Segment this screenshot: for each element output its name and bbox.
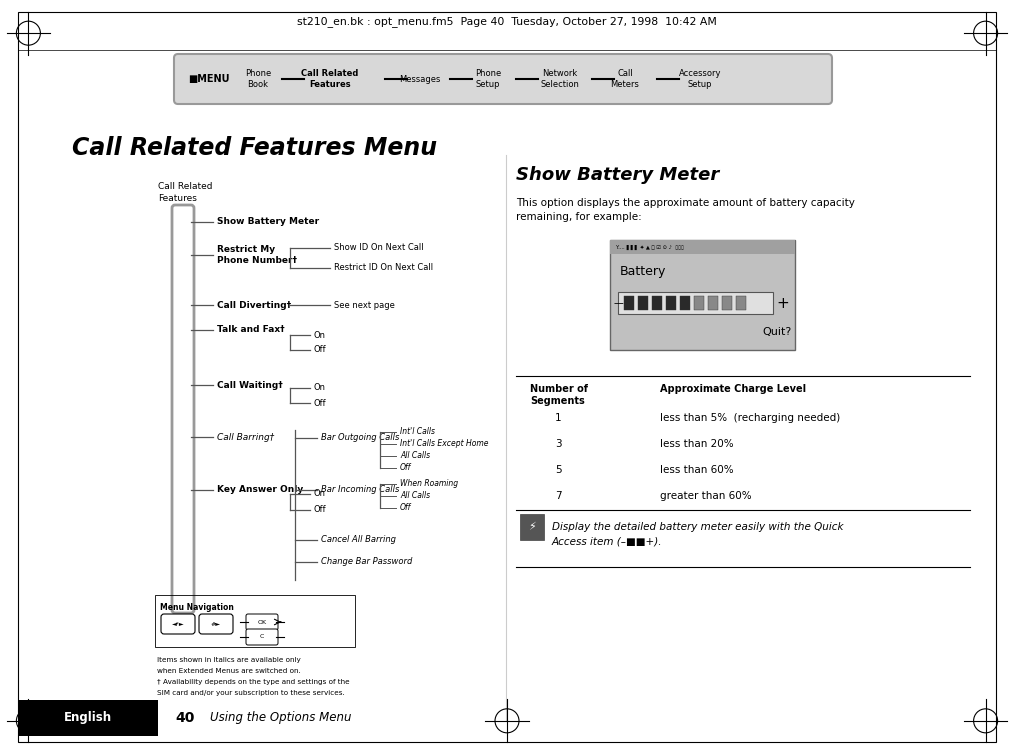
Text: Accessory
Setup: Accessory Setup <box>678 69 721 89</box>
Text: 3: 3 <box>555 439 562 449</box>
Text: less than 20%: less than 20% <box>660 439 733 449</box>
Text: Call Related
Features: Call Related Features <box>301 69 359 89</box>
FancyBboxPatch shape <box>246 614 278 630</box>
Text: All Calls: All Calls <box>400 452 430 461</box>
Text: Quit?: Quit? <box>763 327 792 337</box>
Text: See next page: See next page <box>334 301 394 309</box>
FancyBboxPatch shape <box>161 614 195 634</box>
Bar <box>610 240 795 254</box>
Text: Network
Selection: Network Selection <box>540 69 579 89</box>
Text: +: + <box>777 296 789 311</box>
Text: Bar Incoming Calls: Bar Incoming Calls <box>321 486 400 495</box>
Bar <box>736 296 746 310</box>
Text: Change Bar Password: Change Bar Password <box>321 557 413 566</box>
Text: Items shown in Italics are available only: Items shown in Italics are available onl… <box>157 657 301 663</box>
Text: Display the detailed battery meter easily with the Quick
Access item (–■■+).: Display the detailed battery meter easil… <box>552 522 844 546</box>
Text: Show Battery Meter: Show Battery Meter <box>217 217 319 226</box>
Text: On: On <box>314 384 325 393</box>
Bar <box>520 514 544 540</box>
Text: † Availability depends on the type and settings of the: † Availability depends on the type and s… <box>157 679 350 685</box>
Bar <box>708 296 718 310</box>
Text: Restrict ID On Next Call: Restrict ID On Next Call <box>334 263 433 272</box>
FancyBboxPatch shape <box>246 629 278 645</box>
Bar <box>652 296 662 310</box>
Text: Off: Off <box>400 464 412 473</box>
Text: This option displays the approximate amount of battery capacity
remaining, for e: This option displays the approximate amo… <box>516 198 855 222</box>
Text: st210_en.bk : opt_menu.fm5  Page 40  Tuesday, October 27, 1998  10:42 AM: st210_en.bk : opt_menu.fm5 Page 40 Tuesd… <box>297 17 717 27</box>
Text: Cancel All Barring: Cancel All Barring <box>321 535 396 544</box>
Text: ⚡: ⚡ <box>528 522 535 532</box>
Text: Approximate Charge Level: Approximate Charge Level <box>660 384 806 394</box>
Text: Call Diverting†: Call Diverting† <box>217 301 291 309</box>
Bar <box>624 296 634 310</box>
Text: Key Answer Only: Key Answer Only <box>217 486 303 495</box>
Text: Off: Off <box>314 505 327 514</box>
FancyBboxPatch shape <box>199 614 233 634</box>
Text: Int'l Calls: Int'l Calls <box>400 428 435 437</box>
Bar <box>680 296 690 310</box>
Text: Call Waiting†: Call Waiting† <box>217 381 283 390</box>
Text: Int'l Calls Except Home: Int'l Calls Except Home <box>400 440 489 449</box>
Bar <box>618 292 773 314</box>
Text: less than 5%  (recharging needed): less than 5% (recharging needed) <box>660 413 841 423</box>
Text: #►: #► <box>211 621 221 627</box>
Text: Menu Navigation: Menu Navigation <box>160 603 234 612</box>
Text: 1: 1 <box>555 413 562 423</box>
Text: Number of
Segments: Number of Segments <box>530 384 588 406</box>
Text: Off: Off <box>400 504 412 513</box>
Text: Off: Off <box>314 399 327 407</box>
Bar <box>638 296 648 310</box>
Text: less than 60%: less than 60% <box>660 465 733 475</box>
Text: greater than 60%: greater than 60% <box>660 491 751 501</box>
Text: All Calls: All Calls <box>400 492 430 501</box>
Text: Talk and Fax†: Talk and Fax† <box>217 326 285 335</box>
Text: Using the Options Menu: Using the Options Menu <box>210 712 352 725</box>
Text: C: C <box>260 635 265 639</box>
Bar <box>610 240 795 350</box>
Text: SIM card and/or your subscription to these services.: SIM card and/or your subscription to the… <box>157 690 345 696</box>
Text: Call Related Features Menu: Call Related Features Menu <box>72 136 437 160</box>
Text: when Extended Menus are switched on.: when Extended Menus are switched on. <box>157 668 301 674</box>
Text: OK: OK <box>258 620 267 624</box>
Text: Call
Meters: Call Meters <box>610 69 640 89</box>
Text: Messages: Messages <box>400 75 441 84</box>
Text: Show Battery Meter: Show Battery Meter <box>516 166 719 184</box>
Text: ◄*►: ◄*► <box>171 621 185 627</box>
Bar <box>722 296 732 310</box>
Bar <box>18 700 158 736</box>
FancyBboxPatch shape <box>174 54 832 104</box>
Bar <box>155 595 355 647</box>
Bar <box>666 296 676 310</box>
Text: Bar Outgoing Calls: Bar Outgoing Calls <box>321 434 400 443</box>
Text: 7: 7 <box>555 491 562 501</box>
Text: English: English <box>64 712 113 725</box>
Text: Off: Off <box>314 345 327 354</box>
Text: Show ID On Next Call: Show ID On Next Call <box>334 244 424 253</box>
Text: On: On <box>314 489 325 498</box>
Text: ■MENU: ■MENU <box>188 74 229 84</box>
Text: —: — <box>613 298 623 308</box>
Text: Phone
Setup: Phone Setup <box>475 69 501 89</box>
Text: 5: 5 <box>555 465 562 475</box>
Text: Phone
Book: Phone Book <box>244 69 271 89</box>
Text: When Roaming: When Roaming <box>400 480 458 489</box>
Text: 40: 40 <box>175 711 195 725</box>
Text: Call Related
Features: Call Related Features <box>158 182 213 203</box>
Text: Battery: Battery <box>620 265 666 278</box>
Text: Y....▐▐▐  ✦ ▲ ⓜ ☑ ⊙ ♪  ▯▯▯: Y....▐▐▐ ✦ ▲ ⓜ ☑ ⊙ ♪ ▯▯▯ <box>615 244 683 250</box>
Text: Call Barring†: Call Barring† <box>217 433 274 442</box>
Bar <box>694 296 704 310</box>
Text: On: On <box>314 330 325 339</box>
Text: Restrict My
Phone Number†: Restrict My Phone Number† <box>217 245 297 265</box>
